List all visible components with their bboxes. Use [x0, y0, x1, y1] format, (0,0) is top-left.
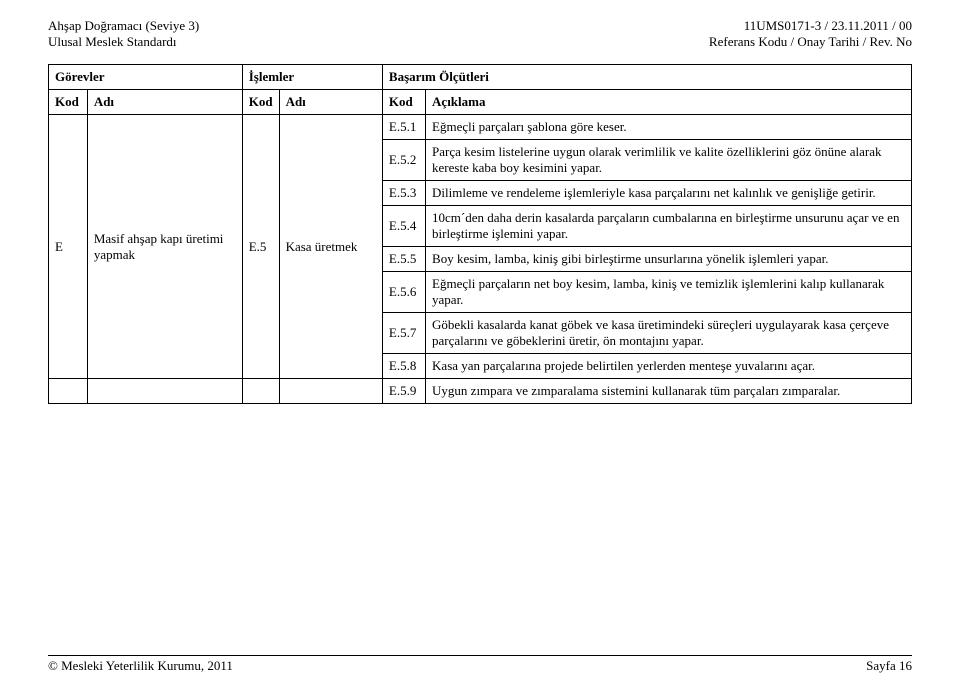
gorev-kod-cell: E	[49, 115, 88, 379]
gorev-adi-cell: Masif ahşap kapı üretimi yapmak	[87, 115, 242, 379]
open-cell	[49, 379, 88, 404]
row-kod: E.5.2	[382, 140, 425, 181]
open-cell	[242, 379, 279, 404]
sub-header-kod-1: Kod	[49, 90, 88, 115]
islem-adi-cell: Kasa üretmek	[279, 115, 382, 379]
open-cell	[279, 379, 382, 404]
footer-left: © Mesleki Yeterlilik Kurumu, 2011	[48, 658, 233, 674]
sub-header-row: Kod Adı Kod Adı Kod Açıklama	[49, 90, 912, 115]
row-desc: Kasa yan parçalarına projede belirtilen …	[426, 354, 912, 379]
header-right-line-2: Referans Kodu / Onay Tarihi / Rev. No	[709, 34, 912, 50]
table-row: E Masif ahşap kapı üretimi yapmak E.5 Ka…	[49, 115, 912, 140]
sub-header-aciklama: Açıklama	[426, 90, 912, 115]
row-kod: E.5.3	[382, 181, 425, 206]
row-kod: E.5.7	[382, 313, 425, 354]
row-desc: Dilimleme ve rendeleme işlemleriyle kasa…	[426, 181, 912, 206]
row-kod: E.5.6	[382, 272, 425, 313]
islem-kod-cell: E.5	[242, 115, 279, 379]
row-kod: E.5.4	[382, 206, 425, 247]
page-footer: © Mesleki Yeterlilik Kurumu, 2011 Sayfa …	[48, 655, 912, 674]
row-desc: Boy kesim, lamba, kiniş gibi birleştirme…	[426, 247, 912, 272]
row-kod: E.5.9	[382, 379, 425, 404]
row-kod: E.5.5	[382, 247, 425, 272]
header-left-line-1: Ahşap Doğramacı (Seviye 3)	[48, 18, 199, 34]
sub-header-adi-2: Adı	[279, 90, 382, 115]
group-header-row: Görevler İşlemler Başarım Ölçütleri	[49, 65, 912, 90]
standards-table: Görevler İşlemler Başarım Ölçütleri Kod …	[48, 64, 912, 404]
page-root: Ahşap Doğramacı (Seviye 3) Ulusal Meslek…	[0, 0, 960, 690]
header-right-block: 11UMS0171-3 / 23.11.2011 / 00 Referans K…	[709, 18, 912, 50]
footer-right: Sayfa 16	[866, 658, 912, 674]
row-desc: 10cm´den daha derin kasalarda parçaların…	[426, 206, 912, 247]
header-right-line-1: 11UMS0171-3 / 23.11.2011 / 00	[709, 18, 912, 34]
row-desc: Göbekli kasalarda kanat göbek ve kasa ür…	[426, 313, 912, 354]
page-header: Ahşap Doğramacı (Seviye 3) Ulusal Meslek…	[48, 18, 912, 50]
sub-header-kod-2: Kod	[242, 90, 279, 115]
header-left-block: Ahşap Doğramacı (Seviye 3) Ulusal Meslek…	[48, 18, 199, 50]
row-desc: Uygun zımpara ve zımparalama sistemini k…	[426, 379, 912, 404]
sub-header-adi-1: Adı	[87, 90, 242, 115]
row-desc: Eğmeçli parçaları şablona göre keser.	[426, 115, 912, 140]
group-header-basarim: Başarım Ölçütleri	[382, 65, 911, 90]
table-row-continuation: E.5.9 Uygun zımpara ve zımparalama siste…	[49, 379, 912, 404]
header-left-line-2: Ulusal Meslek Standardı	[48, 34, 199, 50]
row-desc: Eğmeçli parçaların net boy kesim, lamba,…	[426, 272, 912, 313]
row-desc: Parça kesim listelerine uygun olarak ver…	[426, 140, 912, 181]
open-cell	[87, 379, 242, 404]
group-header-gorevler: Görevler	[49, 65, 243, 90]
row-kod: E.5.1	[382, 115, 425, 140]
row-kod: E.5.8	[382, 354, 425, 379]
sub-header-kod-3: Kod	[382, 90, 425, 115]
group-header-islemler: İşlemler	[242, 65, 382, 90]
